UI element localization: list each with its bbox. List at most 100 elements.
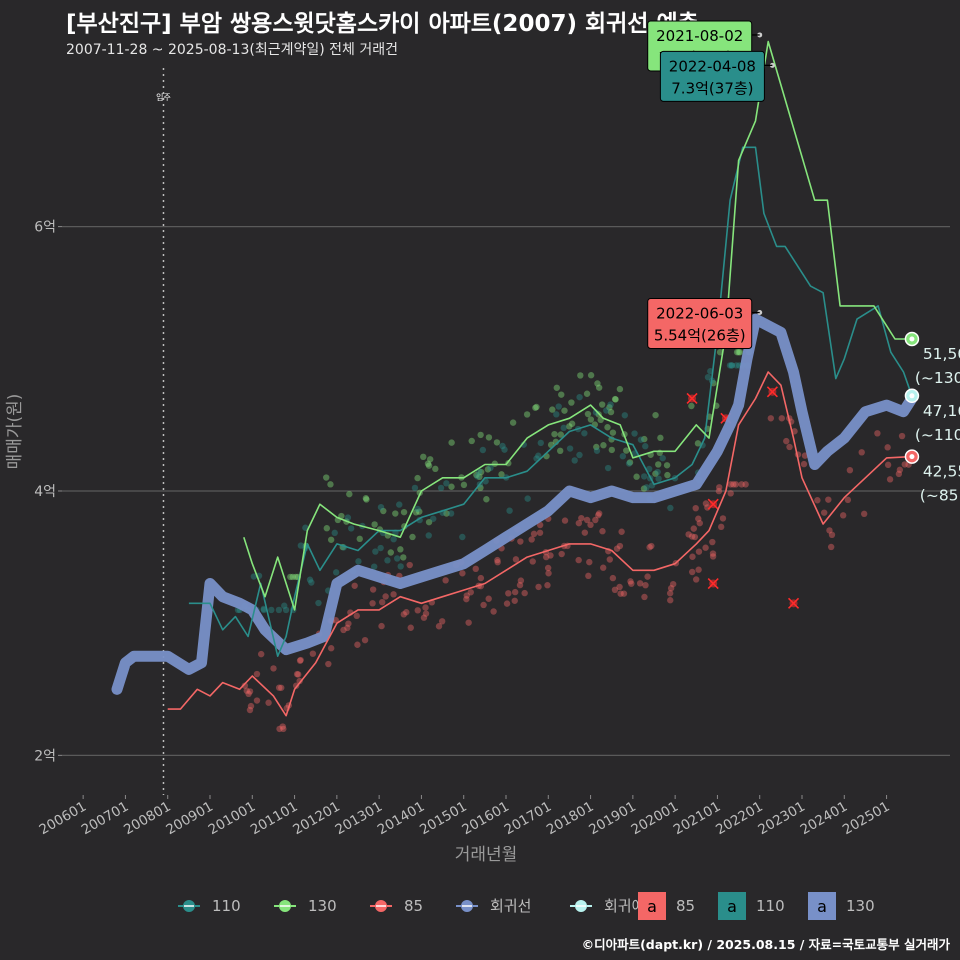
scatter-point: [778, 415, 785, 422]
scatter-point: [315, 599, 322, 607]
scatter-point: [825, 496, 832, 503]
scatter-point: [709, 553, 717, 560]
scatter-point: [472, 565, 479, 573]
scatter-point: [901, 461, 908, 468]
scatter-point: [592, 409, 600, 416]
scatter-point: [657, 434, 664, 442]
scatter-point: [384, 557, 391, 564]
scatter-point: [884, 461, 892, 469]
scatter-point: [528, 536, 535, 543]
legend-swatch-glyph: a: [727, 897, 737, 916]
scatter-point: [498, 471, 505, 478]
scatter-point: [648, 482, 656, 489]
scatter-point: [641, 593, 648, 601]
scatter-point: [390, 535, 397, 543]
legend-label: 110: [756, 897, 785, 915]
scatter-point: [371, 521, 378, 528]
scatter-point: [613, 545, 621, 552]
scatter-point: [623, 447, 630, 454]
scatter-point: [617, 590, 624, 597]
y-tick-label: 6억: [34, 220, 56, 236]
scatter-point: [730, 481, 737, 488]
scatter-point: [545, 570, 552, 577]
scatter-point: [577, 372, 584, 379]
scatter-point: [459, 533, 466, 541]
scatter-point: [733, 362, 740, 369]
scatter-point: [390, 591, 397, 598]
scatter-point: [553, 384, 560, 391]
scatter-point: [323, 474, 330, 481]
scatter-point: [896, 466, 904, 474]
x-tick-label: 200801: [121, 799, 174, 839]
scatter-point: [727, 481, 734, 488]
scatter-point: [664, 471, 671, 479]
legend-label: 110: [212, 897, 241, 915]
scatter-point: [604, 424, 611, 431]
scatter-point: [663, 462, 671, 469]
scatter-point: [688, 533, 696, 540]
scatter-point: [611, 586, 619, 594]
scatter-point: [361, 636, 369, 644]
scatter-point: [626, 459, 634, 466]
scatter-point: [372, 548, 379, 555]
scatter-point: [655, 461, 662, 468]
scatter-point: [297, 542, 305, 549]
scatter-point: [425, 518, 433, 526]
scatter-point: [609, 574, 617, 582]
x-tick-label: 202301: [755, 799, 808, 839]
scatter-point: [599, 528, 606, 535]
scatter-point: [702, 500, 710, 507]
scatter-point: [246, 688, 254, 695]
end-point-center: [909, 454, 915, 460]
scatter-point: [287, 573, 294, 581]
scatter-point: [652, 411, 659, 419]
scatter-point: [506, 507, 513, 514]
scatter-point: [243, 687, 250, 694]
scatter-point: [669, 580, 677, 588]
scatter-point: [485, 595, 492, 602]
scatter-point: [642, 581, 649, 589]
scatter-point: [895, 470, 903, 478]
move-in-label: 입주: [156, 93, 171, 102]
scatter-point: [581, 430, 588, 437]
scatter-point: [598, 401, 606, 408]
scatter-point: [465, 619, 472, 626]
series-line-회귀선: [111, 313, 918, 695]
scatter-point: [295, 671, 302, 678]
scatter-point: [512, 556, 520, 563]
scatter-point: [702, 544, 709, 551]
scatter-point: [463, 592, 470, 599]
scatter-point: [544, 564, 552, 572]
scatter-point: [351, 582, 358, 589]
x-tick-label: 201901: [586, 799, 639, 839]
scatter-point: [432, 465, 439, 473]
scatter-point: [397, 563, 404, 570]
scatter-point: [448, 483, 455, 490]
scatter-point: [400, 554, 407, 561]
scatter-point: [369, 586, 377, 593]
annotation-box: [659, 50, 765, 102]
scatter-point: [362, 495, 370, 502]
scatter-point: [860, 510, 868, 518]
scatter-point: [435, 623, 443, 630]
y-tick-label: 2억: [34, 748, 56, 764]
cross-mark: [686, 392, 698, 405]
scatter-point: [480, 601, 487, 609]
scatter-point: [884, 444, 891, 451]
scatter-point: [547, 552, 554, 559]
scatter-point: [460, 481, 468, 489]
scatter-point: [331, 529, 338, 537]
scatter-point: [250, 573, 258, 580]
scatter-point: [296, 657, 304, 664]
scatter-point: [396, 501, 403, 508]
x-tick-label: 201701: [502, 799, 555, 839]
scatter-point: [578, 514, 585, 522]
scatter-point: [241, 682, 249, 689]
scatter-point: [503, 600, 511, 607]
scatter-point: [282, 606, 290, 614]
scatter-point: [443, 510, 450, 517]
scatter-point: [898, 432, 906, 440]
scatter-point: [387, 549, 395, 556]
scatter-point: [553, 411, 560, 418]
scatter-point: [378, 622, 385, 630]
